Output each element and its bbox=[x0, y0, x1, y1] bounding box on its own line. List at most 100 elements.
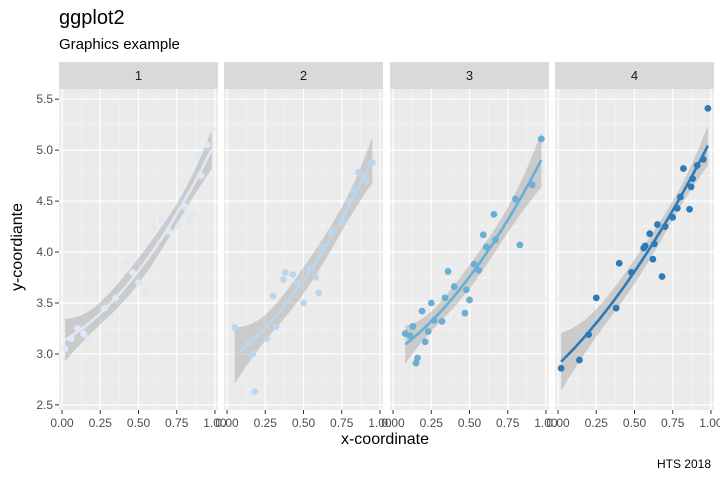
data-point bbox=[150, 223, 158, 230]
data-point bbox=[269, 292, 277, 300]
data-point bbox=[293, 279, 301, 287]
data-point bbox=[444, 268, 452, 275]
confidence-band bbox=[65, 129, 212, 362]
data-point bbox=[438, 317, 446, 325]
data-point bbox=[470, 260, 478, 268]
data-point bbox=[355, 169, 362, 176]
data-point bbox=[649, 255, 657, 263]
data-point bbox=[479, 231, 487, 239]
data-point bbox=[158, 218, 165, 225]
y-tick-label: 4.5 bbox=[36, 194, 53, 208]
x-tick-label: 1.00 bbox=[699, 416, 720, 430]
data-point bbox=[300, 299, 307, 307]
fit-line bbox=[404, 159, 543, 346]
x-tick-label: 0.50 bbox=[458, 416, 482, 430]
x-tick-label: 0.25 bbox=[254, 416, 278, 430]
x-tick-label: 0.50 bbox=[623, 416, 647, 430]
facet-strip-label: 3 bbox=[466, 68, 473, 83]
data-point bbox=[364, 177, 372, 185]
data-point bbox=[441, 294, 449, 302]
x-tick-label: 0.00 bbox=[215, 416, 239, 430]
data-point bbox=[592, 294, 600, 302]
data-point bbox=[427, 299, 435, 307]
x-tick-label: 0.75 bbox=[330, 416, 354, 430]
data-point bbox=[490, 210, 498, 218]
x-tick-label: 1.00 bbox=[534, 416, 558, 430]
data-point bbox=[315, 289, 323, 297]
data-point bbox=[463, 286, 470, 294]
facet-strip bbox=[555, 62, 714, 89]
data-point bbox=[424, 328, 432, 335]
facet-strip bbox=[59, 62, 218, 89]
x-tick-label: 0.75 bbox=[661, 416, 685, 430]
data-point bbox=[203, 141, 211, 149]
data-point bbox=[92, 284, 100, 292]
x-tick-label: 0.75 bbox=[165, 416, 189, 430]
x-tick-label: 0.00 bbox=[546, 416, 570, 430]
chart-title: ggplot2 bbox=[59, 7, 125, 29]
data-point bbox=[231, 324, 239, 331]
facet-panel-3: 3 0.00 0.25 0.50 0.75 1.00 bbox=[381, 62, 558, 430]
data-point bbox=[193, 151, 200, 159]
caption: HTS 2018 bbox=[657, 457, 711, 471]
facet-strip-label: 4 bbox=[631, 68, 638, 83]
chart-subtitle: Graphics example bbox=[59, 36, 180, 53]
data-point bbox=[615, 259, 623, 267]
data-point bbox=[646, 230, 654, 238]
x-tick-label: 0.00 bbox=[381, 416, 405, 430]
data-point bbox=[185, 216, 193, 223]
data-point bbox=[704, 104, 712, 112]
data-point bbox=[312, 274, 320, 281]
data-point bbox=[654, 221, 661, 228]
x-tick-label: 0.25 bbox=[89, 416, 113, 430]
data-point bbox=[135, 279, 142, 287]
x-tick-label: 0.25 bbox=[420, 416, 444, 430]
data-point bbox=[557, 364, 565, 372]
data-point bbox=[409, 323, 417, 330]
data-point bbox=[174, 223, 182, 230]
data-point bbox=[122, 258, 130, 266]
data-point bbox=[80, 330, 87, 337]
facet-strip bbox=[224, 62, 383, 89]
data-point bbox=[142, 287, 150, 295]
data-point bbox=[251, 388, 258, 396]
data-point bbox=[128, 269, 136, 276]
data-point bbox=[263, 335, 271, 343]
data-point bbox=[190, 209, 197, 217]
facet-panel-2: 2 0.00 0.25 0.50 0.75 1.00 bbox=[215, 62, 392, 430]
data-point bbox=[61, 345, 69, 353]
fit-line bbox=[233, 159, 374, 357]
y-tick-label: 2.5 bbox=[36, 398, 53, 412]
x-tick-label: 1.00 bbox=[203, 416, 227, 430]
x-tick-label: 0.50 bbox=[127, 416, 151, 430]
x-tick-label: 0.00 bbox=[50, 416, 74, 430]
fit-line bbox=[64, 148, 214, 341]
data-point bbox=[466, 296, 473, 304]
data-point bbox=[576, 356, 583, 364]
data-point bbox=[418, 307, 426, 315]
data-point bbox=[249, 350, 257, 358]
y-tick-label: 3.0 bbox=[36, 347, 53, 361]
facet-panel-4: 4 0.00 0.25 0.50 0.75 1.00 bbox=[546, 62, 720, 430]
data-point bbox=[280, 276, 288, 283]
data-point bbox=[461, 309, 469, 317]
facet-panel-1: 1 0.00 0.25 0.50 0.75 1.00 bbox=[50, 62, 227, 430]
data-point bbox=[421, 338, 429, 346]
data-point bbox=[450, 283, 458, 291]
y-tick-label: 4.0 bbox=[36, 245, 53, 259]
facet-strip-label: 1 bbox=[135, 68, 142, 83]
facet-strip bbox=[390, 62, 549, 89]
data-point bbox=[511, 195, 519, 203]
data-point bbox=[406, 332, 414, 340]
data-point bbox=[687, 183, 695, 191]
y-tick-label: 5.0 bbox=[36, 143, 53, 157]
data-point bbox=[208, 126, 216, 134]
data-point bbox=[289, 271, 297, 278]
data-point bbox=[281, 269, 289, 276]
x-axis-title: x-coordinate bbox=[341, 431, 429, 448]
data-point bbox=[641, 242, 649, 250]
data-point bbox=[658, 273, 666, 280]
data-point bbox=[680, 165, 687, 172]
data-point bbox=[537, 135, 545, 143]
